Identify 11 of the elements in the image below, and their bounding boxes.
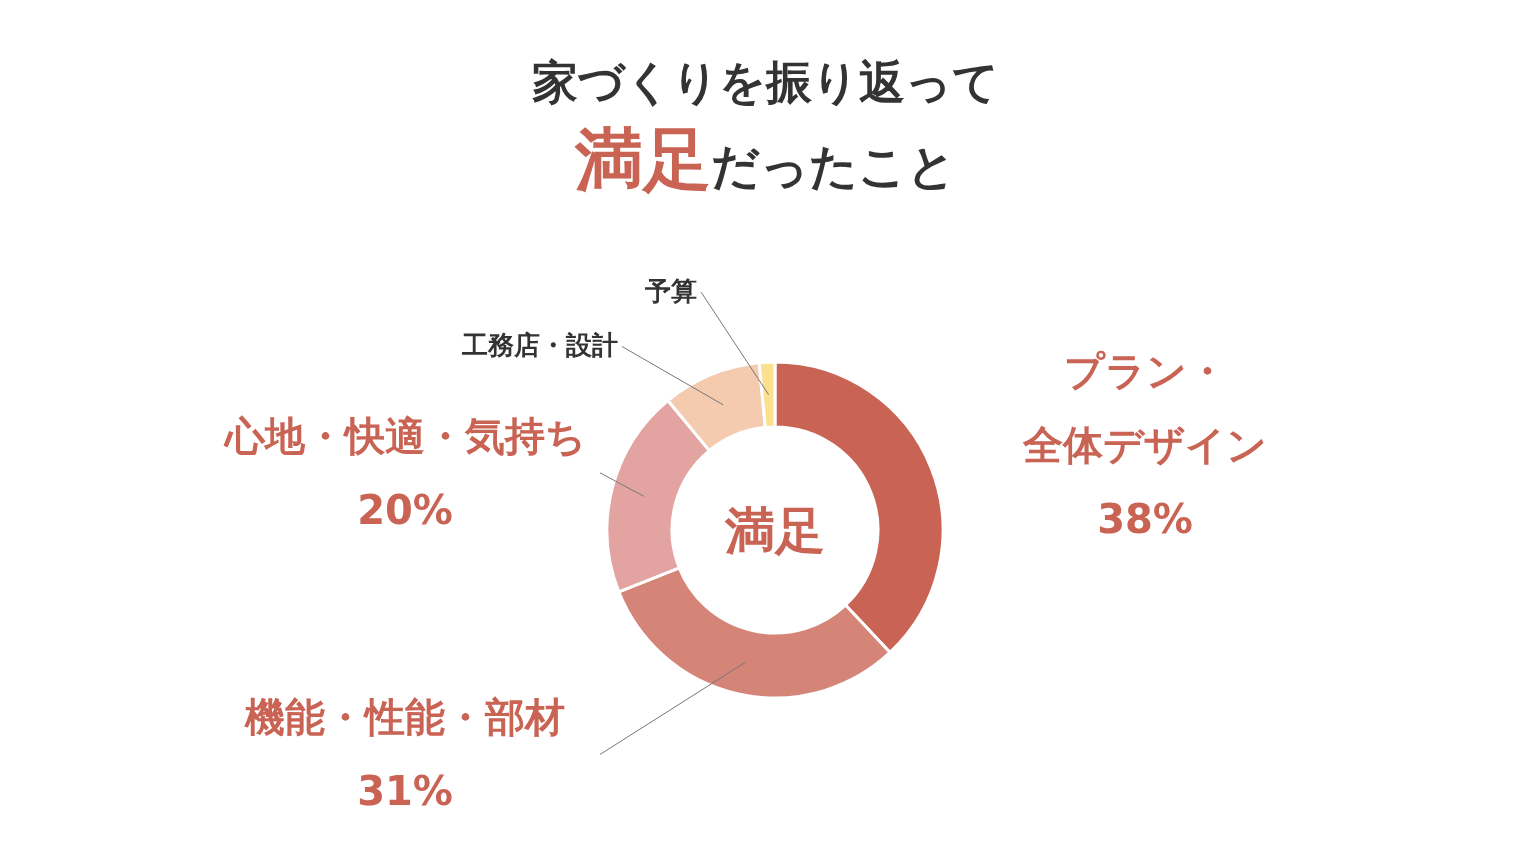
data-label: 31% <box>357 768 453 815</box>
chart-title: 家づくりを振り返って <box>531 55 999 109</box>
chart-subtitle: 満足だったこと <box>573 120 956 199</box>
data-label: 20% <box>357 486 453 533</box>
slice-label: 心地・快適・気持ち <box>222 412 586 459</box>
data-label: 38% <box>1097 496 1193 543</box>
slice-label: 予算 <box>644 276 698 307</box>
slice-label: プラン・全体デザイン <box>1022 348 1267 469</box>
text: 満足 <box>724 502 825 560</box>
slice-label: 機能・性能・部材 <box>244 694 565 741</box>
slice-label: 工務店・設計 <box>460 330 618 361</box>
